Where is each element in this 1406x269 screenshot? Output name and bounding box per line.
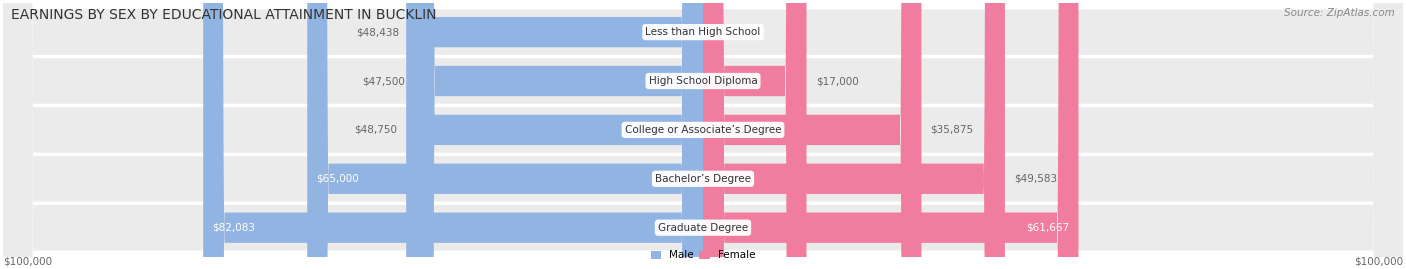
- FancyBboxPatch shape: [3, 0, 1403, 269]
- Text: $48,438: $48,438: [356, 27, 399, 37]
- Text: Graduate Degree: Graduate Degree: [658, 223, 748, 233]
- FancyBboxPatch shape: [3, 0, 1403, 269]
- Text: High School Diploma: High School Diploma: [648, 76, 758, 86]
- FancyBboxPatch shape: [406, 0, 703, 269]
- Text: Less than High School: Less than High School: [645, 27, 761, 37]
- Text: $65,000: $65,000: [316, 174, 359, 184]
- Text: $61,667: $61,667: [1026, 223, 1070, 233]
- FancyBboxPatch shape: [703, 0, 807, 269]
- Text: $48,750: $48,750: [354, 125, 396, 135]
- Legend: Male, Female: Male, Female: [647, 246, 759, 264]
- Text: Source: ZipAtlas.com: Source: ZipAtlas.com: [1284, 8, 1395, 18]
- FancyBboxPatch shape: [413, 0, 703, 269]
- FancyBboxPatch shape: [703, 0, 1078, 269]
- Text: EARNINGS BY SEX BY EDUCATIONAL ATTAINMENT IN BUCKLIN: EARNINGS BY SEX BY EDUCATIONAL ATTAINMEN…: [11, 8, 437, 22]
- FancyBboxPatch shape: [703, 0, 921, 269]
- Text: $0: $0: [711, 27, 725, 37]
- Text: $35,875: $35,875: [931, 125, 974, 135]
- Text: $82,083: $82,083: [212, 223, 256, 233]
- Text: $47,500: $47,500: [361, 76, 405, 86]
- Text: $100,000: $100,000: [3, 256, 52, 266]
- Text: $49,583: $49,583: [1014, 174, 1057, 184]
- Text: Bachelor’s Degree: Bachelor’s Degree: [655, 174, 751, 184]
- FancyBboxPatch shape: [703, 0, 1005, 269]
- FancyBboxPatch shape: [3, 0, 1403, 269]
- FancyBboxPatch shape: [308, 0, 703, 269]
- Text: $100,000: $100,000: [1354, 256, 1403, 266]
- FancyBboxPatch shape: [3, 0, 1403, 269]
- FancyBboxPatch shape: [3, 0, 1403, 269]
- FancyBboxPatch shape: [204, 0, 703, 269]
- Text: College or Associate’s Degree: College or Associate’s Degree: [624, 125, 782, 135]
- FancyBboxPatch shape: [408, 0, 703, 269]
- Text: $17,000: $17,000: [815, 76, 859, 86]
